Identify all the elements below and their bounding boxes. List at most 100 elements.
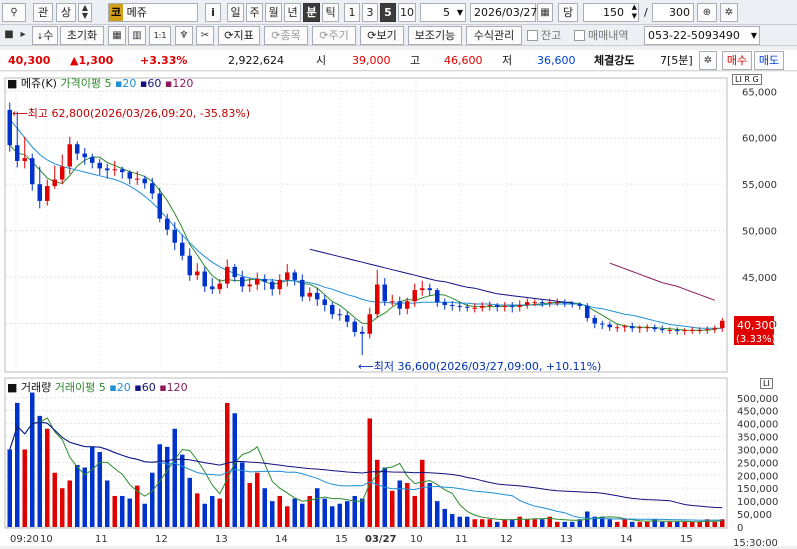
candle-body xyxy=(517,304,522,307)
candle-body xyxy=(427,288,432,291)
volume-bar xyxy=(315,488,320,527)
tab-minute[interactable]: 분 xyxy=(303,3,320,22)
stop-icon[interactable]: ■ xyxy=(4,29,14,40)
vma5-label: 5 xyxy=(98,381,106,394)
volume-bar xyxy=(465,516,470,527)
candle-body xyxy=(352,321,357,332)
account-select[interactable]: 053-22-5093490 ▼ xyxy=(644,26,760,45)
tab-month[interactable]: 월 xyxy=(265,3,282,22)
buy-button[interactable]: 매수 xyxy=(722,51,752,70)
gear-icon[interactable]: ✲ xyxy=(720,3,738,22)
volume-bar xyxy=(570,521,575,527)
info-button[interactable]: i xyxy=(205,3,221,22)
total-input[interactable]: 300 xyxy=(652,3,694,22)
scissors-icon[interactable]: ✂ xyxy=(196,26,214,45)
candle-body xyxy=(600,323,605,325)
tab-tick[interactable]: 틱 xyxy=(322,3,339,22)
volume-bar xyxy=(90,446,95,527)
dang-button[interactable]: 당 xyxy=(558,3,578,22)
vma60-line xyxy=(9,421,723,509)
kwan-button[interactable]: 관 xyxy=(33,3,53,22)
candle-body xyxy=(165,218,170,230)
cycle-button[interactable]: ⟳주기 xyxy=(312,26,356,45)
candle-body xyxy=(270,281,275,290)
gear-icon[interactable]: ✲ xyxy=(699,51,717,70)
ma120-line xyxy=(609,262,715,301)
volume-tick-label: 250,000 xyxy=(737,458,778,469)
volume-bar xyxy=(660,521,665,527)
one-one-button[interactable]: 1:1 xyxy=(149,26,171,45)
indicator-button[interactable]: ⟳지표 xyxy=(218,26,260,45)
view-button[interactable]: ⟳보기 xyxy=(360,26,404,45)
time-tick-label: 15 xyxy=(335,534,348,545)
volume-bar xyxy=(240,462,245,527)
volume-bar xyxy=(97,452,102,527)
trade-history-checkbox[interactable] xyxy=(574,30,585,41)
volume-bar xyxy=(270,501,275,527)
price-panel-corner-tag[interactable]: LI R G xyxy=(732,74,762,85)
volume-bar xyxy=(472,519,477,527)
slash-separator: / xyxy=(644,6,648,19)
tab-year[interactable]: 년 xyxy=(284,3,301,22)
aux-button[interactable]: 보조기능 xyxy=(408,26,462,45)
volume-bar xyxy=(450,514,455,527)
zoom-in-icon[interactable]: ⊕ xyxy=(697,3,717,22)
candle-body xyxy=(375,284,380,315)
volume-bar xyxy=(705,519,710,527)
price-legend: ■ 메쥬(K) 가격이평 5 ▪20 ▪60 ▪120 xyxy=(7,77,194,90)
tab-day[interactable]: 일 xyxy=(227,3,244,22)
calendar-icon[interactable]: ▦ xyxy=(537,3,553,22)
layout-icon[interactable]: ▥ xyxy=(128,26,146,45)
refresh-icon: ⟳ xyxy=(319,29,329,42)
volume-bar xyxy=(82,467,87,527)
tab-week[interactable]: 주 xyxy=(246,3,263,22)
search-icon[interactable]: ⚲ xyxy=(2,3,26,22)
volume-bar xyxy=(412,495,417,527)
candle-body xyxy=(262,278,267,282)
volume-bar xyxy=(390,490,395,527)
count-input[interactable]: 150 ▲ ▼ xyxy=(583,3,639,22)
ma60-line xyxy=(309,248,573,303)
play-icon[interactable]: ▸ xyxy=(20,29,26,40)
volume-bar xyxy=(615,521,620,527)
price-tick-label: 45,000 xyxy=(742,273,777,284)
interval-5-button[interactable]: 5 xyxy=(380,3,396,22)
item-button[interactable]: ⟳종목 xyxy=(264,26,308,45)
pin-icon[interactable]: ♆ xyxy=(175,26,193,45)
interval-select[interactable]: 5 ▼ xyxy=(420,3,466,22)
open-value: 39,000 xyxy=(352,54,391,67)
candle-body xyxy=(682,330,687,332)
candle-body xyxy=(450,304,455,306)
max-annotation: ⟵최고 62,800(2026/03/26,09:20, -35.83%) xyxy=(12,107,250,120)
sell-button[interactable]: 매도 xyxy=(754,51,784,70)
candle-body xyxy=(562,302,567,304)
candle-body xyxy=(37,184,42,201)
volume-bar xyxy=(652,519,657,527)
volume-gridlines xyxy=(6,397,726,528)
su-button[interactable]: ↓수 xyxy=(32,26,58,45)
volume-bar xyxy=(180,454,185,527)
reset-button[interactable]: 초기화 xyxy=(60,26,104,45)
grid-icon[interactable]: ▦ xyxy=(108,26,126,45)
formula-button[interactable]: 수식관리 xyxy=(466,26,522,45)
date-input[interactable]: 2026/03/27 xyxy=(470,3,537,22)
volume-panel-corner-tag[interactable]: LI xyxy=(760,378,773,389)
interval-10-button[interactable]: 10 xyxy=(398,3,416,22)
interval-3-button[interactable]: 3 xyxy=(362,3,378,22)
candle-body xyxy=(712,328,717,330)
candle-body xyxy=(120,169,125,173)
volume-tick-label: 200,000 xyxy=(737,471,778,482)
refresh-icon: ⟳ xyxy=(367,29,377,42)
sang-button[interactable]: 상 xyxy=(56,3,76,22)
candle-body xyxy=(435,290,440,303)
strength-value: 7[5분] xyxy=(660,54,693,67)
candle-body xyxy=(90,157,95,163)
balance-checkbox[interactable] xyxy=(527,30,538,41)
volume-bar xyxy=(457,516,462,527)
interval-1-button[interactable]: 1 xyxy=(344,3,360,22)
time-tick-label: 12 xyxy=(155,534,168,545)
stock-search-input[interactable]: 코 메쥬 xyxy=(108,3,198,22)
updown-spinner-icon[interactable]: ▲ ▼ xyxy=(78,3,92,22)
